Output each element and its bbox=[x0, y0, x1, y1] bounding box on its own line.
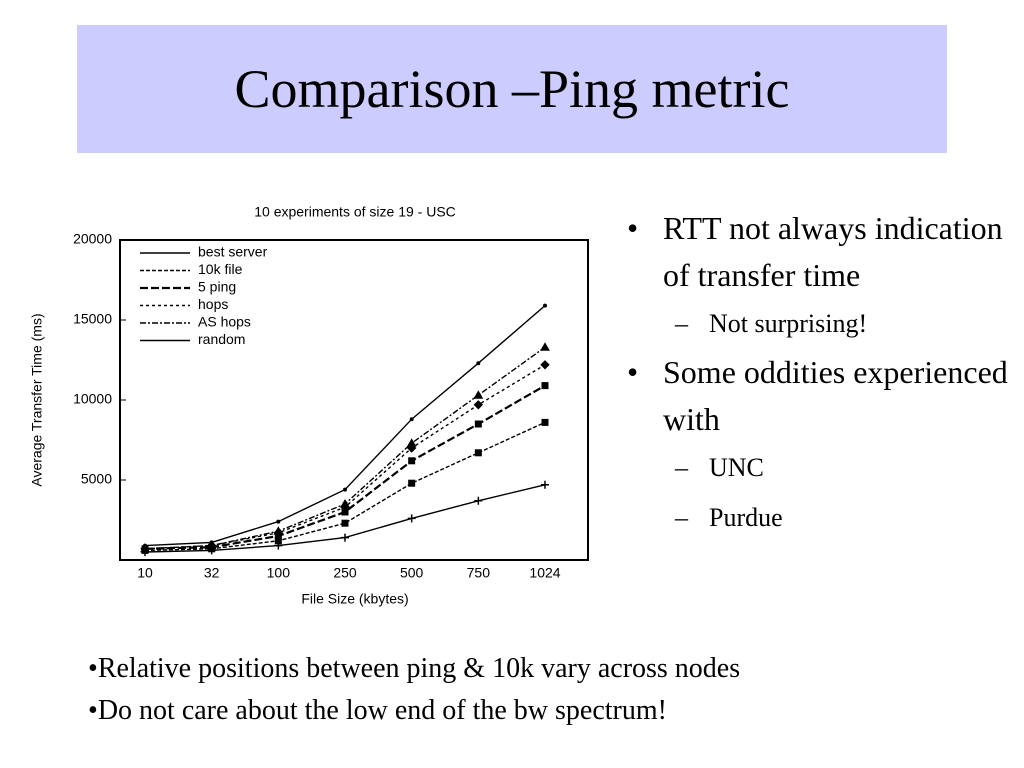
slide-title: Comparison –Ping metric bbox=[234, 59, 790, 119]
y-tick-label: 5000 bbox=[81, 471, 112, 487]
point bbox=[406, 438, 417, 447]
sub-bullet: UNC bbox=[663, 443, 1017, 493]
sub-bullets: Not surprising! bbox=[663, 299, 1017, 349]
point bbox=[541, 382, 549, 390]
x-tick-label: 250 bbox=[333, 565, 357, 581]
y-tick-label: 15000 bbox=[73, 311, 112, 327]
bottom-bullets: Relative positions between ping & 10k va… bbox=[88, 648, 740, 732]
legend-label: hops bbox=[198, 296, 228, 312]
series-line bbox=[144, 421, 546, 552]
chart-title: 10 experiments of size 19 - USC bbox=[254, 204, 456, 220]
x-tick-label: 32 bbox=[204, 565, 220, 581]
sub-bullet: Not surprising! bbox=[663, 299, 1017, 349]
point bbox=[543, 303, 547, 308]
bottom-bullet: Do not care about the low end of the bw … bbox=[88, 690, 740, 732]
point bbox=[341, 519, 349, 527]
point bbox=[408, 457, 416, 465]
point bbox=[541, 418, 549, 426]
y-tick-label: 10000 bbox=[73, 391, 112, 407]
x-tick-label: 750 bbox=[467, 565, 491, 581]
legend-label: 10k file bbox=[198, 261, 243, 277]
x-tick-label: 100 bbox=[267, 565, 291, 581]
point bbox=[474, 420, 482, 428]
point bbox=[341, 533, 349, 542]
series-line bbox=[144, 484, 546, 553]
point bbox=[407, 514, 416, 523]
title-banner: Comparison –Ping metric bbox=[77, 25, 947, 153]
y-tick-label: 20000 bbox=[73, 231, 112, 247]
point bbox=[473, 390, 484, 399]
bullet-text: Some oddities experienced with bbox=[663, 354, 1008, 437]
x-tick-label: 500 bbox=[400, 565, 424, 581]
series-line bbox=[144, 346, 546, 550]
point bbox=[206, 540, 217, 550]
point bbox=[140, 543, 150, 553]
point bbox=[409, 417, 414, 422]
point bbox=[540, 360, 550, 370]
legend-label: 5 ping bbox=[198, 279, 236, 295]
chart: 10 experiments of size 19 - USC File Siz… bbox=[29, 204, 589, 607]
x-tick-label: 1024 bbox=[529, 565, 560, 581]
point bbox=[143, 543, 147, 548]
bullet-text: RTT not always indication of transfer ti… bbox=[663, 210, 1003, 293]
sub-bullets: UNCPurdue bbox=[663, 443, 1017, 543]
point bbox=[474, 496, 483, 505]
point bbox=[408, 479, 416, 487]
point bbox=[540, 342, 550, 351]
point bbox=[340, 498, 350, 508]
point bbox=[473, 400, 484, 410]
point bbox=[474, 449, 482, 457]
point bbox=[273, 526, 284, 535]
legend-label: AS hops bbox=[198, 314, 251, 330]
bullet: Some oddities experienced withUNCPurdue bbox=[627, 349, 1017, 543]
legend-label: best server bbox=[198, 244, 268, 260]
point bbox=[476, 361, 481, 366]
x-axis-label: File Size (kbytes) bbox=[301, 591, 408, 607]
bottom-bullet: Relative positions between ping & 10k va… bbox=[88, 648, 740, 690]
side-bullets: RTT not always indication of transfer ti… bbox=[627, 205, 1017, 543]
y-axis-label: Average Transfer Time (ms) bbox=[29, 313, 45, 486]
legend-label: random bbox=[198, 331, 245, 347]
point bbox=[276, 519, 281, 524]
point bbox=[541, 480, 549, 489]
point bbox=[209, 540, 214, 545]
bullet: RTT not always indication of transfer ti… bbox=[627, 205, 1017, 349]
point bbox=[343, 487, 347, 492]
x-tick-label: 10 bbox=[137, 565, 153, 581]
sub-bullet: Purdue bbox=[663, 493, 1017, 543]
